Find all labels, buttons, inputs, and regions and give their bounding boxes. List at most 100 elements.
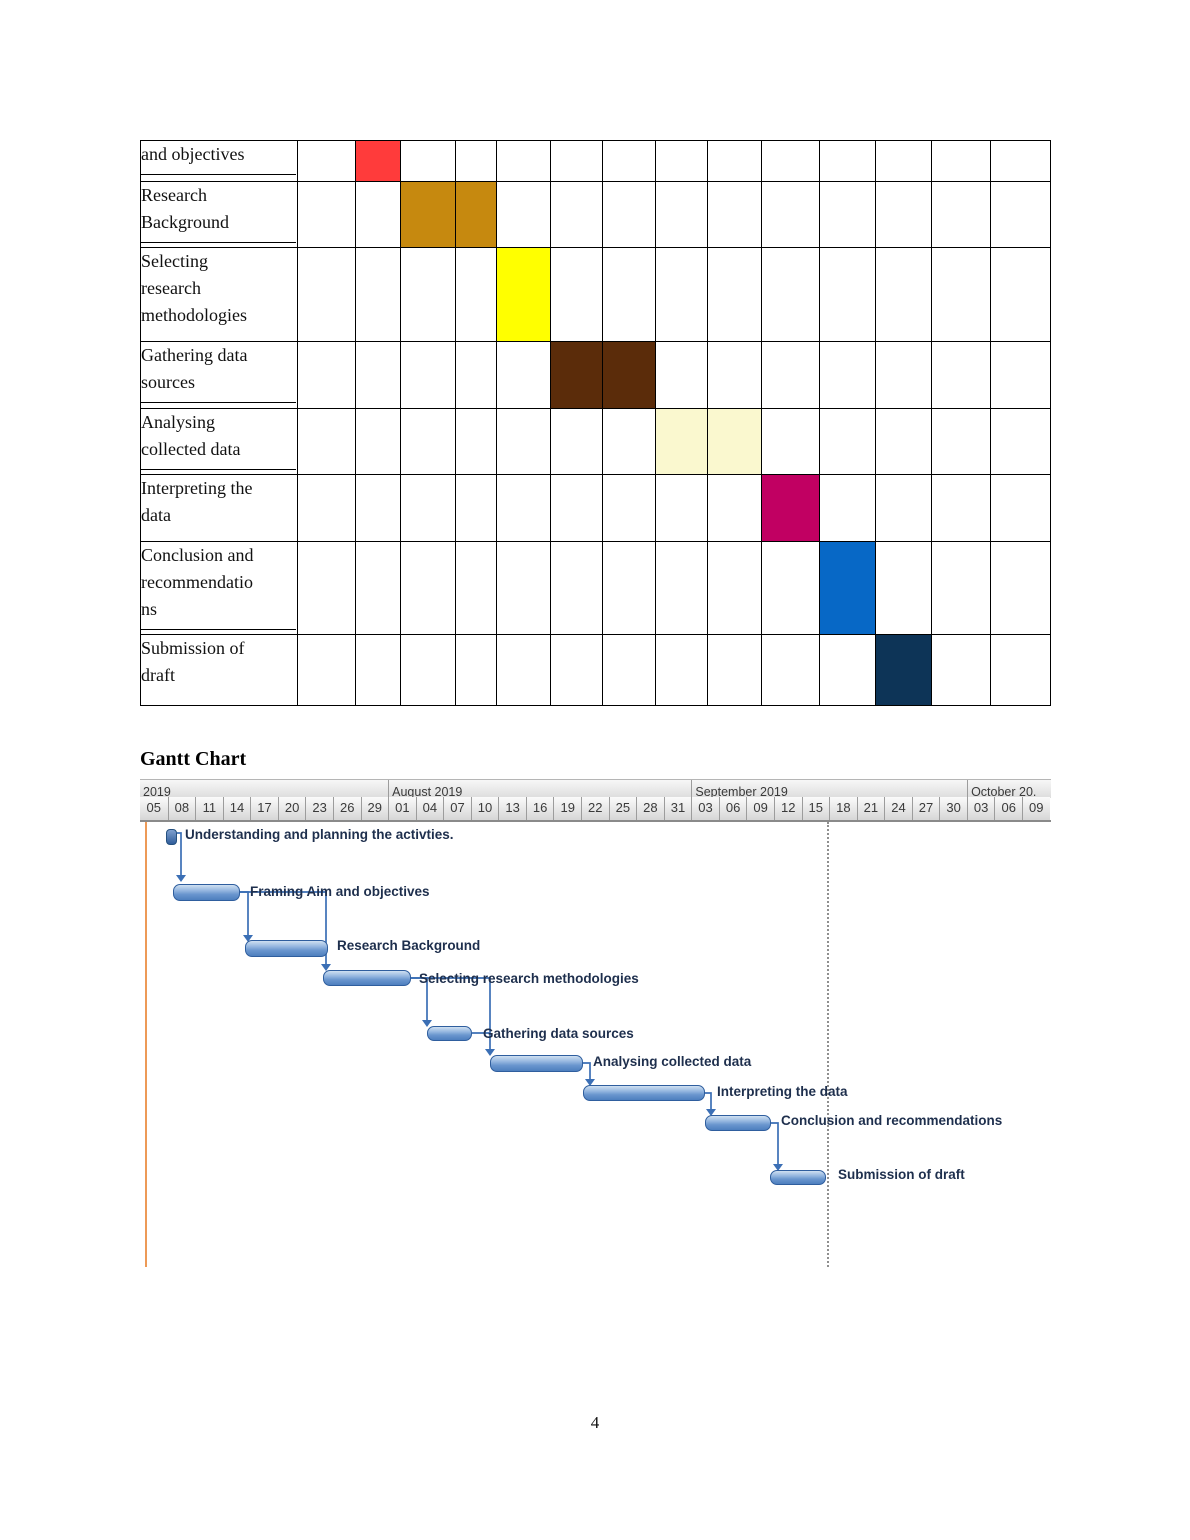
grid-cell	[455, 247, 497, 342]
task-bar	[770, 1170, 826, 1185]
grid-cell	[602, 474, 656, 542]
task-label: and objectives	[141, 141, 296, 175]
grid-cell	[761, 181, 820, 248]
timeline-day-tick: 30	[939, 797, 967, 820]
task-bar-label: Gathering data sources	[483, 1026, 634, 1041]
grid-cell	[990, 140, 1051, 182]
timeline-day-tick: 20	[277, 797, 306, 820]
timeline-day-tick: 28	[636, 797, 664, 820]
chart-left-rule	[145, 822, 147, 1267]
grid-cell	[496, 634, 551, 706]
grid-cell	[707, 341, 762, 409]
grid-cell	[875, 541, 932, 635]
grid-cell	[655, 634, 708, 706]
grid-cell	[990, 634, 1051, 706]
task-bar-label: Analysing collected data	[593, 1054, 752, 1069]
grid-cell	[400, 341, 456, 409]
task-label-cell: Analysing collected data	[140, 408, 298, 475]
link-arrowhead-icon	[176, 875, 186, 882]
task-bar	[173, 884, 240, 901]
timeline-day-tick: 23	[305, 797, 333, 820]
gantt-cell-filled	[400, 181, 456, 248]
task-label: Conclusion and recommendatio ns	[141, 542, 296, 630]
grid-cell	[400, 634, 456, 706]
timeline-month-label: October 20.	[967, 780, 1051, 798]
grid-cell	[455, 341, 497, 409]
timeline-day-tick: 19	[553, 797, 581, 820]
table-row: Research Background	[140, 181, 1051, 248]
grid-cell	[761, 408, 820, 475]
timeline-day-tick: 24	[884, 797, 912, 820]
task-label: Interpreting the data	[141, 478, 253, 525]
grid-cell	[496, 341, 551, 409]
grid-cell	[819, 140, 876, 182]
page-number: 4	[590, 1413, 600, 1432]
grid-cell	[602, 541, 656, 635]
table-row: Conclusion and recommendatio ns	[140, 541, 1051, 635]
grid-cell	[761, 247, 820, 342]
timeline-day-row: 05 08 11 14 17 20 23 26 29 01 04 07 10 13 16 19 22 25 28 31…	[140, 797, 1051, 822]
grid-cell	[931, 408, 991, 475]
gantt-cell-filled	[455, 181, 497, 248]
timeline-day-tick: 21	[856, 797, 885, 820]
grid-cell	[550, 408, 603, 475]
timeline-month-label: August 2019	[388, 780, 692, 798]
task-bar-label: Understanding and planning the activties…	[185, 827, 454, 842]
timeline-day-tick: 26	[332, 797, 361, 820]
task-bar-label: Research Background	[337, 938, 481, 953]
grid-cell	[819, 408, 876, 475]
gantt-cell-filled	[875, 634, 932, 706]
grid-cell	[602, 634, 656, 706]
timeline-month-row: 2019 August 2019 September 2019 October 20.	[140, 779, 1051, 798]
timeline-day-tick: 01	[388, 797, 416, 820]
grid-cell	[990, 181, 1051, 248]
task-bar	[245, 940, 328, 957]
timeline-month-label: September 2019	[691, 780, 968, 798]
grid-cell	[990, 541, 1051, 635]
grid-cell	[931, 181, 991, 248]
dependency-link-line	[177, 832, 182, 875]
grid-cell	[819, 247, 876, 342]
task-label: Research Background	[141, 182, 296, 243]
grid-cell	[297, 181, 356, 248]
timeline-day-tick: 31	[663, 797, 692, 820]
grid-cell	[761, 634, 820, 706]
grid-cell	[875, 140, 932, 182]
grid-cell	[400, 474, 456, 542]
table-row: and objectives	[140, 140, 1051, 182]
grid-cell	[761, 140, 820, 182]
grid-cell	[297, 408, 356, 475]
grid-cell	[875, 247, 932, 342]
gantt-cell-filled	[655, 408, 708, 475]
grid-cell	[355, 634, 401, 706]
task-label-cell: Gathering data sources	[140, 341, 298, 409]
task-label-cell: Interpreting the data	[140, 474, 298, 542]
table-row: Selecting research methodologies	[140, 247, 1051, 342]
grid-cell	[655, 247, 708, 342]
grid-cell	[297, 140, 356, 182]
grid-cell	[455, 541, 497, 635]
grid-cell	[931, 140, 991, 182]
gantt-chart: 2019 August 2019 September 2019 October 20.…	[140, 779, 1051, 1271]
grid-cell	[355, 541, 401, 635]
grid-cell	[931, 474, 991, 542]
table-row: Submission of draft	[140, 634, 1051, 706]
grid-cell	[550, 474, 603, 542]
grid-cell	[455, 474, 497, 542]
grid-cell	[355, 408, 401, 475]
timeline-day-tick: 09	[746, 797, 774, 820]
grid-cell	[297, 247, 356, 342]
grid-cell	[707, 474, 762, 542]
grid-cell	[990, 341, 1051, 409]
timeline-day-tick: 22	[581, 797, 609, 820]
timeline-day-tick: 11	[195, 797, 223, 820]
gantt-chart-heading: Gantt Chart	[140, 748, 247, 770]
timeline-day-tick: 08	[167, 797, 196, 820]
grid-cell	[819, 474, 876, 542]
timeline-day-tick: 18	[829, 797, 857, 820]
task-bar	[705, 1115, 771, 1131]
gantt-cell-filled	[550, 341, 603, 409]
dependency-link-line	[705, 1092, 712, 1109]
grid-cell	[875, 181, 932, 248]
